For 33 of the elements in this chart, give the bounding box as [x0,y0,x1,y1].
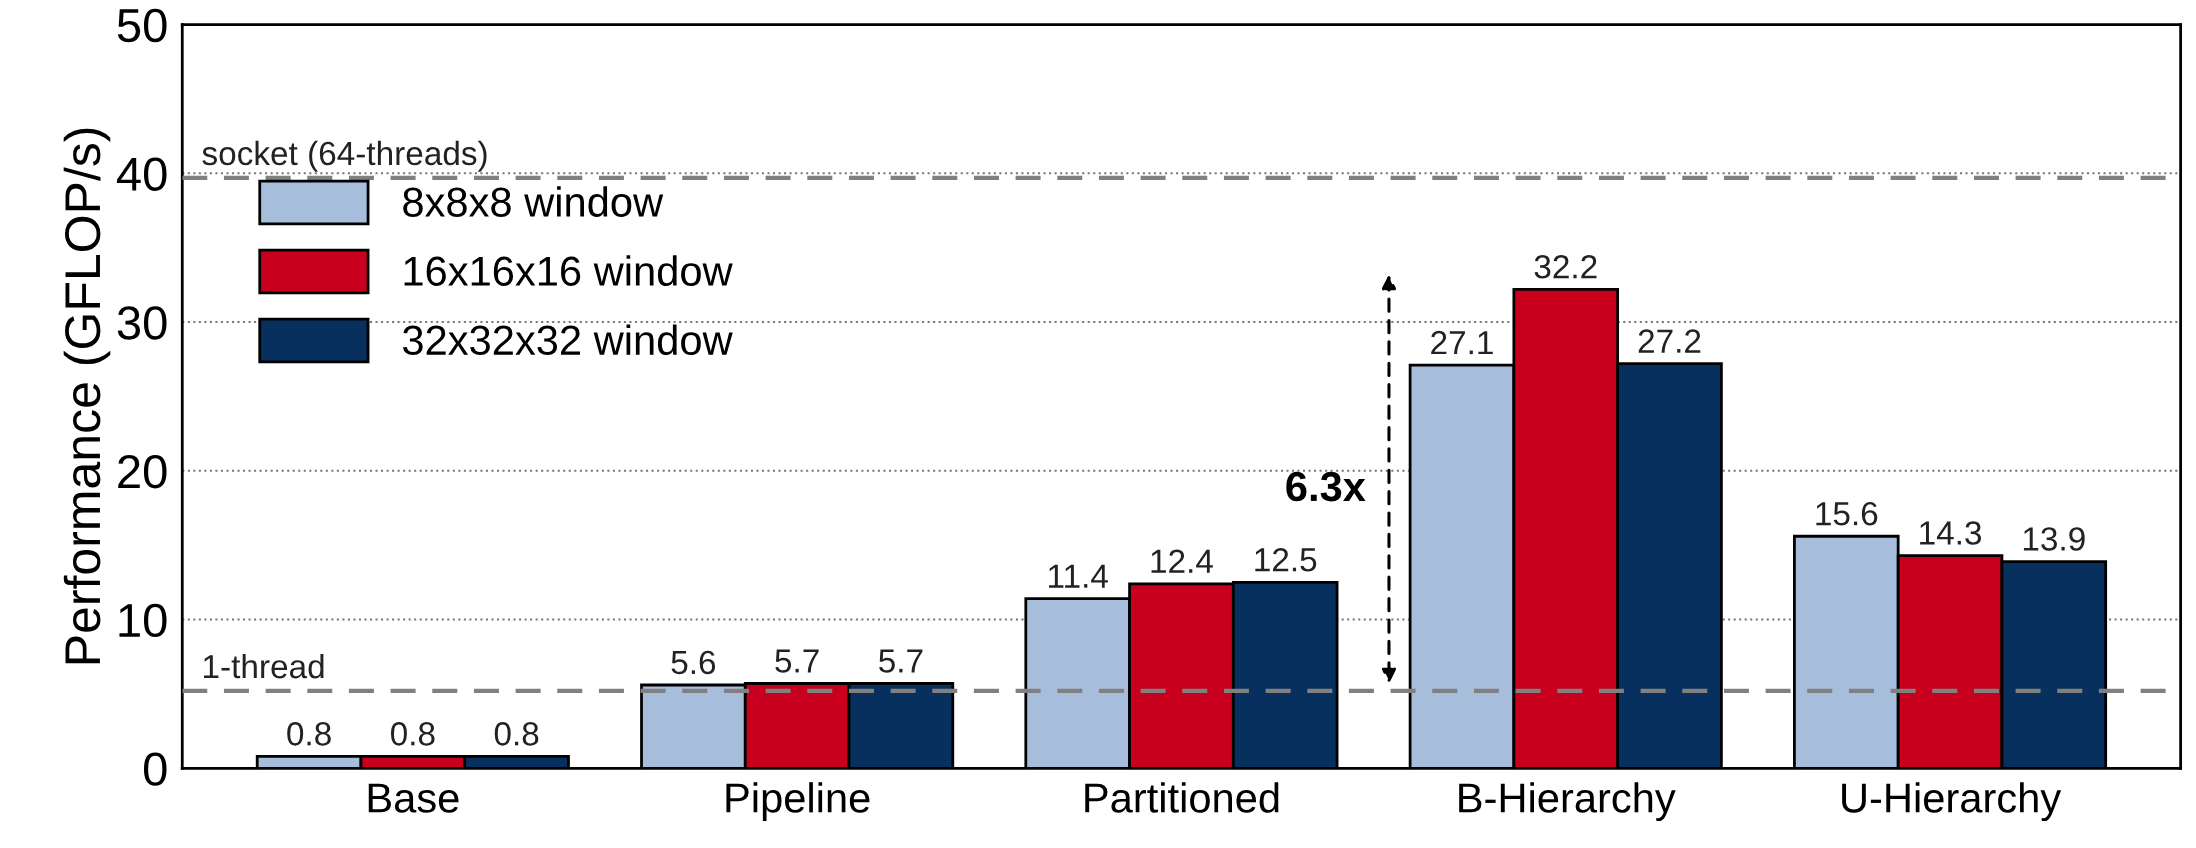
data-label: 14.3 [1920,521,1982,545]
x-tick-label: B-Hierarchy [1459,782,1676,822]
legend-label: 32x32x32 window [402,324,733,356]
data-label: 11.4 [1049,564,1108,588]
data-label: 15.6 [1816,501,1878,526]
data-label: 27.2 [1638,329,1701,353]
data-label: 12.4 [1151,549,1213,573]
data-label: 0.8 [494,722,539,746]
x-tick-label: Pipeline [726,782,870,822]
data-label: 5.6 [671,650,716,675]
data-label: 5.7 [879,649,923,673]
x-tick-label: U-Hierarchy [1842,782,2062,822]
ref-line-label: socket (64-threads) [202,140,487,172]
x-tick-label: Partitioned [1085,782,1279,813]
y-axis-title: Performance (GFLOP/s) [63,128,111,664]
data-label: 13.9 [2023,527,2085,551]
y-tick-label: 20 [118,454,167,489]
data-label: 12.5 [1255,548,1317,572]
annotation: 6.3x [1286,471,1366,502]
data-label: 27.1 [1431,330,1493,355]
y-tick-label: 50 [117,8,167,43]
y-tick-label: 10 [119,603,167,638]
y-tick-label: 30 [117,306,167,340]
x-tick-label: Base [368,783,459,813]
legend-label: 8x8x8 window [403,186,664,217]
data-label: 32.2 [1534,254,1597,279]
y-tick-label: 0 [143,752,167,786]
data-label: 0.8 [390,722,435,746]
data-label: 0.8 [287,722,331,746]
data-label: 5.7 [775,649,819,673]
legend-label: 16x16x16 window [404,255,733,286]
y-tick-label: 40 [116,157,167,191]
ref-line-label: 1-thread [204,653,324,679]
